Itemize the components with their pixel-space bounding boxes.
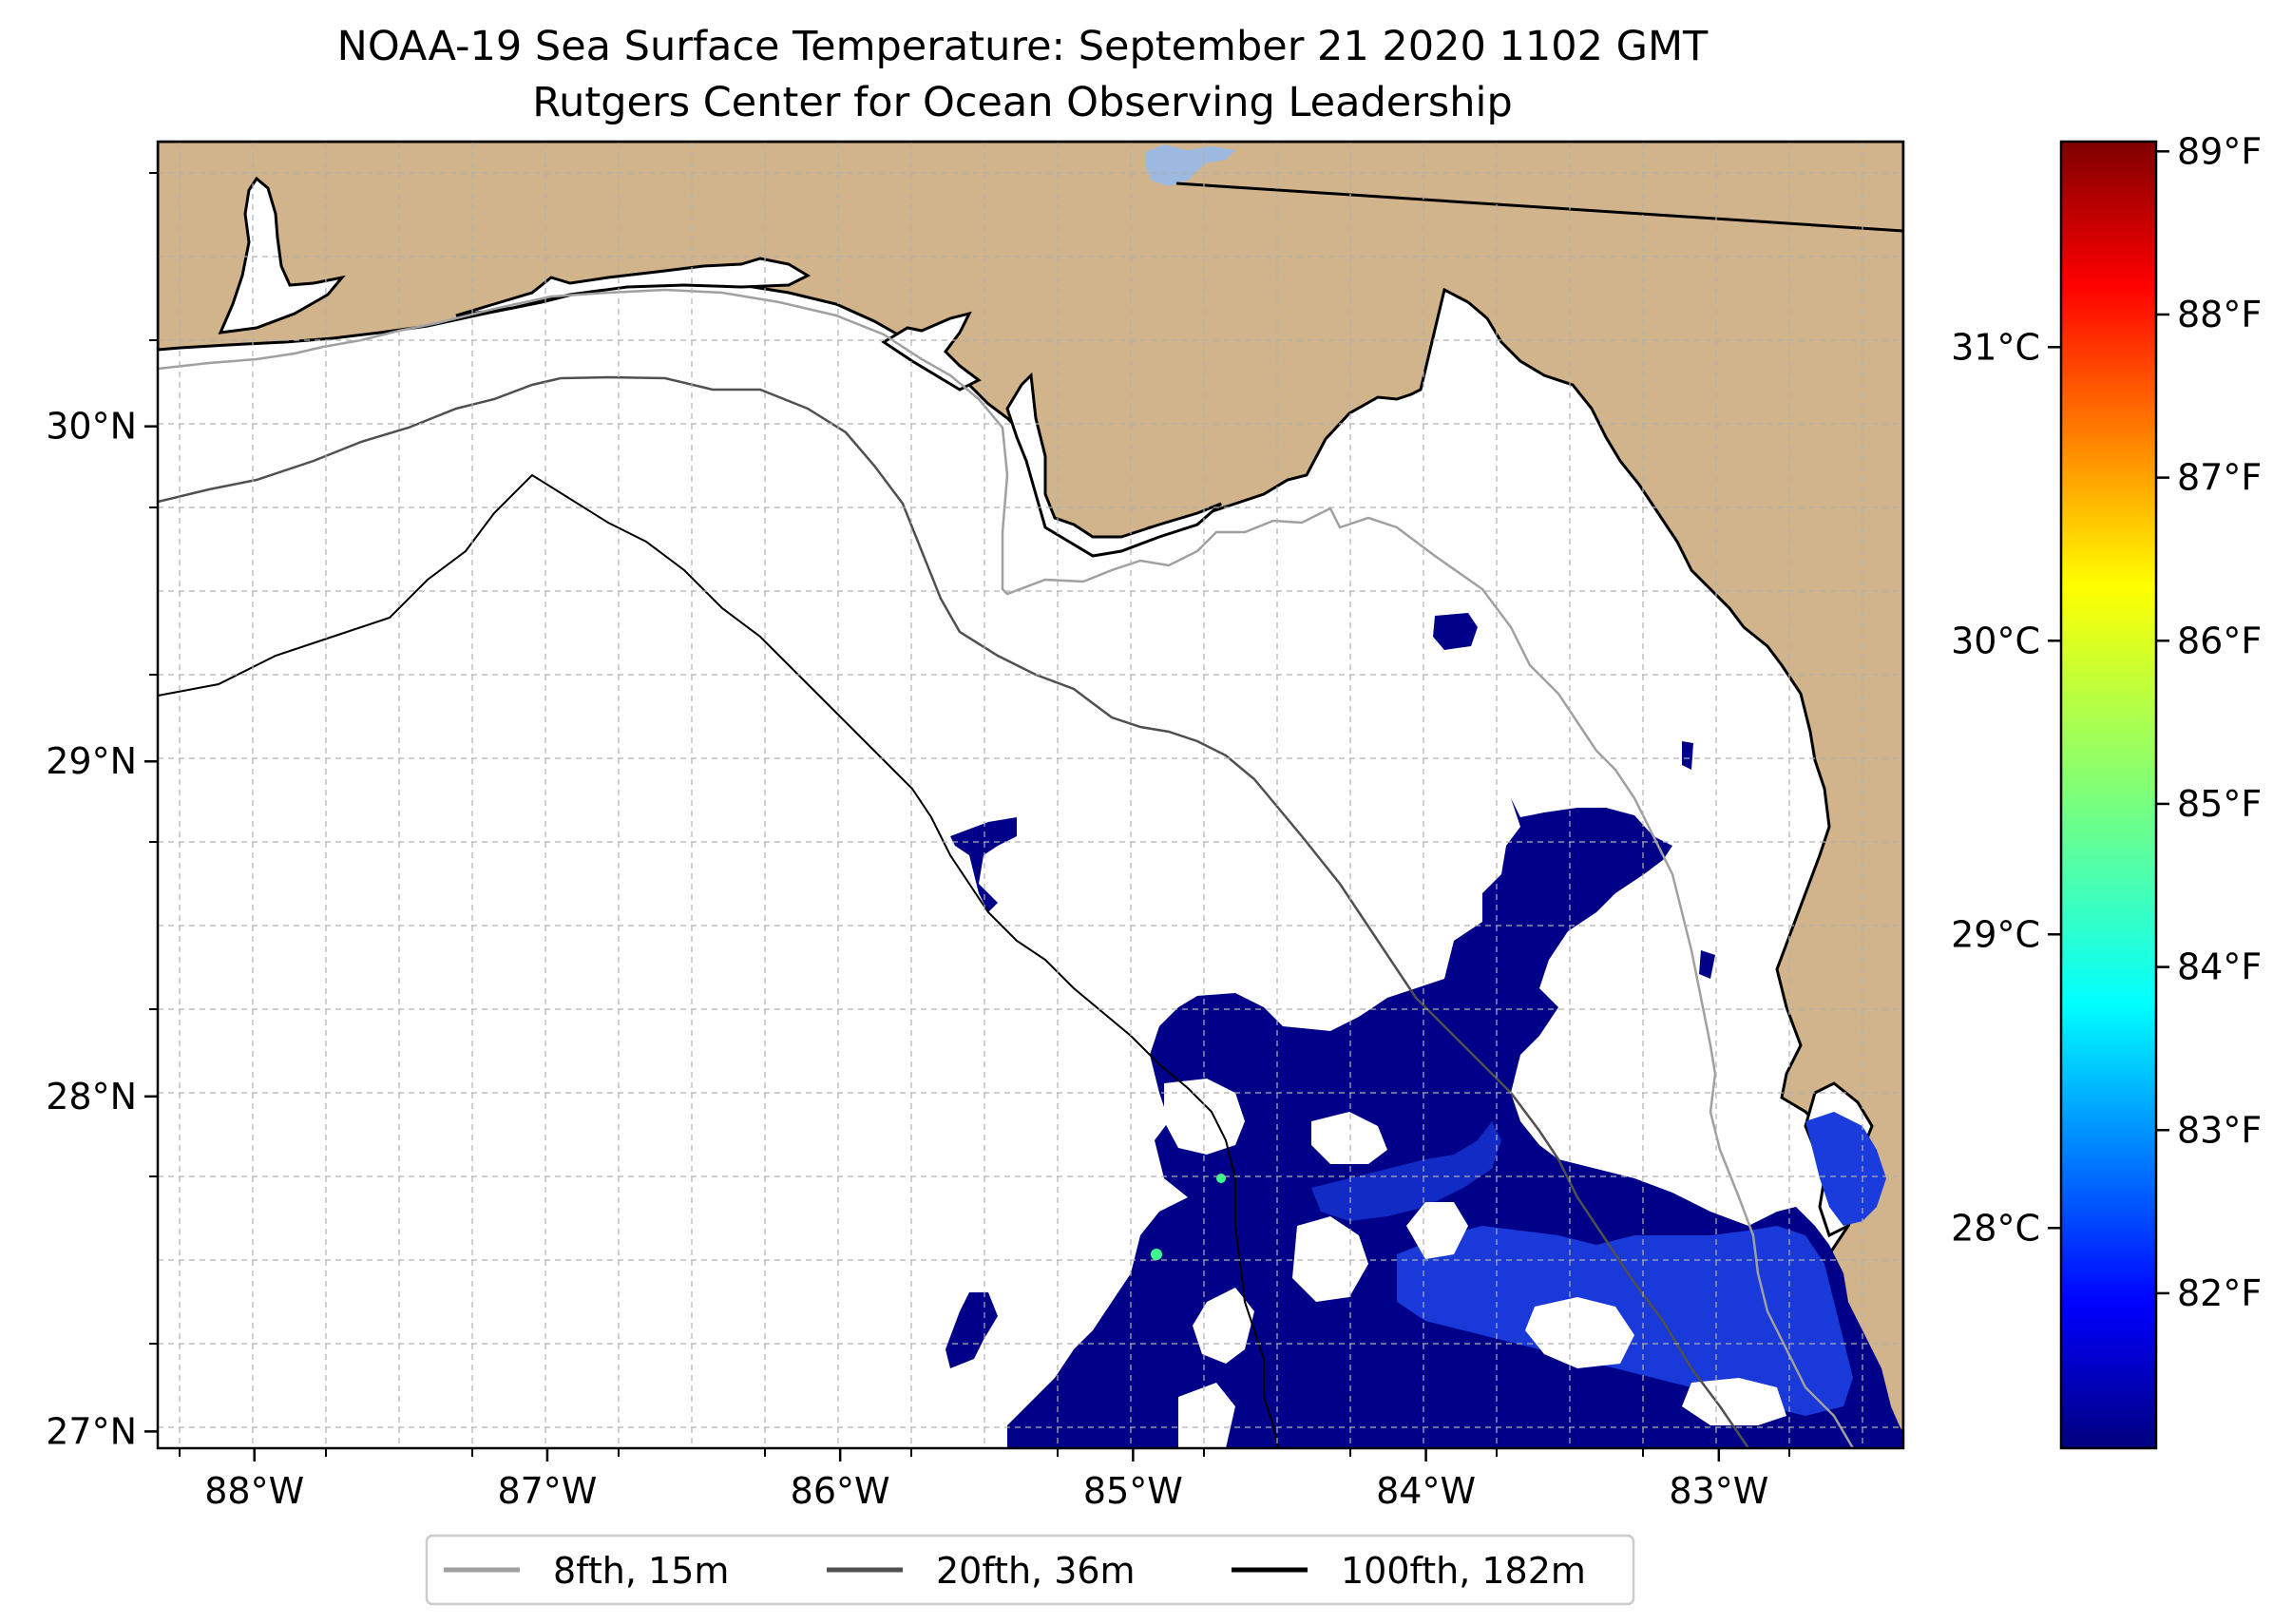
sst-warm-speck — [1151, 1249, 1162, 1260]
lake — [1145, 144, 1235, 186]
cloud-gap-2 — [1311, 1112, 1387, 1164]
colorbar-fahrenheit-label: 86°F — [2177, 620, 2262, 661]
map-panel — [158, 142, 1903, 1448]
colorbar-fahrenheit-label: 88°F — [2177, 294, 2262, 335]
sst-patch-east-coast — [1805, 1112, 1886, 1226]
sst-patch-speck-1 — [1699, 950, 1715, 979]
sst-patch-mid — [1311, 1121, 1501, 1221]
st-andrews-bay — [881, 311, 982, 392]
colorbar-fahrenheit-label: 83°F — [2177, 1109, 2262, 1151]
cloud-gap-4 — [1292, 1216, 1368, 1302]
longitude-axis: 88°W 87°W 86°W 85°W 84°W 83°W — [204, 1448, 1768, 1512]
minor-ticks — [149, 172, 1790, 1457]
cloud-gap-6 — [1525, 1297, 1634, 1368]
pensacola-bay — [218, 176, 346, 334]
lon-tick-label: 84°W — [1376, 1470, 1476, 1512]
colorbar-fahrenheit-label: 89°F — [2177, 130, 2262, 172]
sst-patch-far-west — [945, 1292, 998, 1368]
legend-label-8fth: 8fth, 15m — [553, 1550, 729, 1592]
colorbar-celsius-axis: 28°C 29°C 30°C 31°C — [1951, 326, 2061, 1249]
figure-title-line2: Rutgers Center for Ocean Observing Leade… — [532, 79, 1513, 126]
figure-title-line1: NOAA-19 Sea Surface Temperature: Septemb… — [337, 23, 1709, 70]
lon-tick-label: 88°W — [204, 1470, 304, 1512]
colorbar-fahrenheit-label: 82°F — [2177, 1272, 2262, 1314]
isobath-20fth — [158, 375, 1750, 1448]
colorbar-gradient — [2059, 140, 2158, 1450]
legend-frame — [425, 1534, 1635, 1606]
lat-tick-label: 27°N — [46, 1410, 137, 1452]
choctawhatchee-bay — [455, 257, 812, 317]
latitude-axis: 27°N 28°N 29°N 30°N — [46, 406, 158, 1452]
sst-patch-west-small — [950, 817, 1017, 912]
lon-tick-label: 83°W — [1669, 1470, 1768, 1512]
colorbar-celsius-label: 30°C — [1951, 620, 2040, 661]
cloud-gap-5 — [1193, 1288, 1254, 1364]
lon-tick-label: 86°W — [791, 1470, 890, 1512]
lat-tick-label: 29°N — [46, 740, 137, 782]
colorbar-fahrenheit-label: 85°F — [2177, 783, 2262, 825]
lat-tick-label: 28°N — [46, 1076, 137, 1118]
legend-label-100fth: 100fth, 182m — [1341, 1550, 1586, 1592]
cloud-gap-3 — [1406, 1202, 1468, 1259]
lat-tick-label: 30°N — [46, 406, 137, 448]
colorbar: 28°C 29°C 30°C 31°C 82°F 83°F 84°F 85°F 86°F 87°… — [1951, 130, 2262, 1450]
colorbar-fahrenheit-label: 84°F — [2177, 946, 2262, 988]
map-frame — [156, 140, 1905, 1450]
sst-patch-north-small — [1433, 613, 1478, 650]
sst-data-layer — [945, 613, 1903, 1448]
lon-tick-label: 85°W — [1083, 1470, 1183, 1512]
sst-patch-speck-2 — [1682, 741, 1693, 770]
isobath-8fth — [158, 288, 1855, 1448]
cloud-gap-8 — [1178, 1383, 1235, 1448]
colorbar-celsius-label: 28°C — [1951, 1207, 2040, 1249]
state-border — [1175, 182, 1903, 233]
colorbar-celsius-label: 29°C — [1951, 913, 2040, 955]
colorbar-fahrenheit-axis: 82°F 83°F 84°F 85°F 86°F 87°F 88°F 89°F — [2156, 130, 2262, 1314]
gridlines — [158, 142, 1903, 1448]
legend-label-20fth: 20fth, 36m — [936, 1550, 1136, 1592]
sst-warm-speck-2 — [1216, 1174, 1226, 1183]
colorbar-fahrenheit-label: 87°F — [2177, 457, 2262, 499]
apalachicola-bay — [1005, 372, 1222, 558]
colorbar-celsius-label: 31°C — [1951, 326, 2040, 368]
isobath-100fth — [158, 473, 1279, 1448]
legend: 8fth, 15m 20fth, 36m 100fth, 182m — [425, 1534, 1635, 1606]
lon-tick-label: 87°W — [497, 1470, 597, 1512]
